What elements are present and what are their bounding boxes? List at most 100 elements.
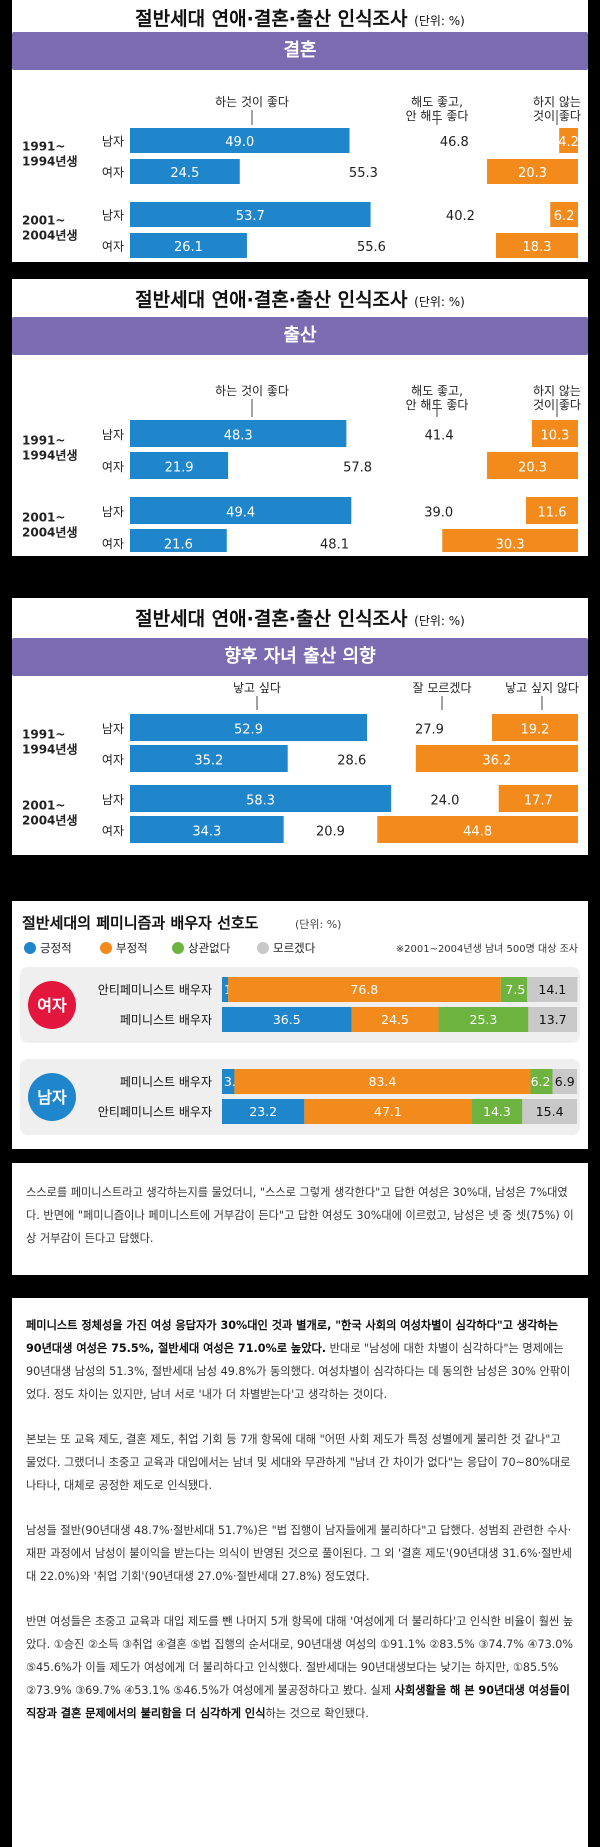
sex-badge-label: 여자 — [37, 996, 67, 1015]
marriage-panel: 절반세대 연애·결혼·출산 인식조사 (단위: %) 결혼 하는 것이 좋다 해도… — [12, 0, 588, 262]
intent-title-text: 절반세대 연애·결혼·출산 인식조사 — [135, 608, 408, 630]
value-negative: 19.2 — [521, 722, 550, 737]
legend-label: 모르겠다 — [273, 941, 316, 955]
sex-label: 여자 — [102, 824, 124, 838]
row-label: 페미니스트 배우자 — [120, 1075, 212, 1089]
sex-label: 남자 — [102, 428, 124, 442]
birth-title: 절반세대 연애·결혼·출산 인식조사 (단위: %) — [12, 285, 588, 312]
value-middle: 24.0 — [430, 793, 459, 808]
bar-positive — [130, 128, 350, 153]
bar-negative — [531, 420, 578, 447]
column-label: 해도 좋고, — [411, 95, 463, 109]
value-negative: 44.8 — [463, 824, 492, 839]
segment-bar — [438, 1007, 529, 1032]
feminism-chart: 절반세대의 페미니즘과 배우자 선호도 (단위: %) 긍정적 부정적 상관없다 모르겠다… — [20, 914, 580, 1135]
bar-positive — [130, 202, 371, 227]
segment-bar — [222, 1099, 305, 1124]
sex-badge — [28, 981, 76, 1029]
bar-positive — [130, 497, 352, 524]
column-label: 잘 모르겠다 — [412, 681, 471, 695]
article2-p4-bold: 사회생활을 해 본 90년대생 여성들이 직장과 결혼 문제에서의 불리함을 더… — [26, 1684, 570, 1720]
article2-p1-rest: 반대로 "남성에 대한 차별이 심각하다"는 명제에는 90년대생 남성의 51… — [26, 1342, 571, 1401]
segment-value: 13.7 — [539, 1012, 567, 1027]
sex-label: 남자 — [102, 793, 124, 807]
bar-negative — [415, 745, 578, 772]
column-label: 낳고 싶다 — [233, 681, 281, 695]
legend-dot — [100, 942, 112, 954]
value-negative: 20.3 — [518, 460, 547, 475]
value-middle: 27.9 — [415, 722, 444, 737]
segment-bar — [522, 1099, 577, 1124]
value-negative: 6.2 — [554, 209, 575, 224]
value-positive: 49.4 — [226, 505, 255, 520]
birth-panel: 절반세대 연애·결혼·출산 인식조사 (단위: %) 출산 하는 것이 좋다 해도… — [12, 279, 588, 556]
intent-title: 절반세대 연애·결혼·출산 인식조사 (단위: %) — [12, 604, 588, 631]
cohort-label: 1994년생 — [22, 447, 77, 462]
value-positive: 21.9 — [165, 460, 194, 475]
bar-negative — [491, 714, 578, 741]
bar-negative — [496, 233, 578, 258]
bar-negative — [526, 497, 578, 524]
cohort-label: 2001~ — [22, 214, 65, 228]
sex-badge-label: 남자 — [37, 1088, 67, 1107]
segment-bar — [222, 1007, 352, 1032]
marriage-title-text: 절반세대 연애·결혼·출산 인식조사 — [135, 8, 408, 30]
segment-value: 47.1 — [374, 1104, 402, 1119]
row-label: 안티페미니스트 배우자 — [98, 1105, 212, 1119]
segment-bar — [351, 1007, 439, 1032]
segment-bar — [222, 1069, 235, 1094]
segment-value: 14.3 — [483, 1104, 511, 1119]
segment-value: 25.3 — [470, 1012, 498, 1027]
value-positive: 53.7 — [236, 209, 265, 224]
intent-header: 향후 자녀 출산 의향 — [12, 638, 588, 676]
article-panel-2: 페미니스트 정체성을 가진 여성 응답자가 30%대인 것과 별개로, "한국 … — [12, 1298, 588, 1847]
bar-positive — [130, 159, 240, 184]
article2-paragraph-4: 반면 여성들은 초중고 교육과 대입 제도를 뺀 나머지 5개 항목에 대해 '… — [26, 1610, 574, 1725]
article2-p4-rest: 반면 여성들은 초중고 교육과 대입 제도를 뺀 나머지 5개 항목에 대해 '… — [26, 1615, 574, 1697]
legend-label: 부정적 — [116, 941, 148, 955]
legend-dot — [24, 942, 36, 954]
birth-header: 출산 — [12, 317, 588, 355]
value-positive: 24.5 — [170, 166, 199, 181]
sex-label: 여자 — [102, 460, 124, 474]
cohort-label: 1991~ — [22, 727, 65, 741]
legend-dot — [257, 942, 269, 954]
sex-label: 여자 — [102, 240, 124, 254]
segment-value: 83.4 — [369, 1074, 397, 1089]
cohort-label: 1994년생 — [22, 154, 77, 169]
segment-value: 15.4 — [536, 1104, 564, 1119]
feminism-title: 절반세대의 페미니즘과 배우자 선호도 — [22, 914, 259, 932]
legend-label: 상관없다 — [188, 941, 231, 955]
value-middle: 57.8 — [343, 460, 372, 475]
value-middle: 55.3 — [349, 166, 378, 181]
segment-value: 7.5 — [505, 982, 525, 997]
cohort-label: 2001~ — [22, 798, 65, 812]
bar-positive — [130, 452, 229, 479]
cohort-label: 1994년생 — [22, 741, 77, 756]
sex-label: 여자 — [102, 537, 124, 551]
sex-label: 남자 — [102, 209, 124, 223]
value-middle: 40.2 — [446, 209, 475, 224]
value-negative: 30.3 — [496, 537, 525, 552]
bar-negative — [550, 202, 578, 227]
legend-label: 긍정적 — [40, 941, 72, 955]
sex-label: 남자 — [102, 722, 124, 736]
segment-bar — [228, 977, 501, 1002]
value-negative: 17.7 — [524, 793, 553, 808]
legend-dot — [172, 942, 184, 954]
marriage-unit: (단위: %) — [414, 14, 465, 28]
value-positive: 34.3 — [192, 824, 221, 839]
intent-unit: (단위: %) — [414, 614, 465, 628]
value-middle: 20.9 — [316, 824, 345, 839]
bar-negative — [487, 159, 578, 184]
article2-paragraph-2: 본보는 또 교육 제도, 결혼 제도, 취업 기회 등 7개 항목에 대해 "어… — [26, 1433, 571, 1492]
value-middle: 46.8 — [440, 135, 469, 150]
column-label: 하지 않는 — [533, 384, 581, 398]
bar-positive — [130, 233, 247, 258]
value-positive: 26.1 — [174, 240, 203, 255]
article2-p1-bold: 페미니스트 정체성을 가진 여성 응답자가 30%대인 것과 별개로, "한국 … — [26, 1319, 559, 1355]
segment-bar — [552, 1069, 577, 1094]
intent-panel: 절반세대 연애·결혼·출산 인식조사 (단위: %) 향후 자녀 출산 의향 낳… — [12, 598, 588, 855]
